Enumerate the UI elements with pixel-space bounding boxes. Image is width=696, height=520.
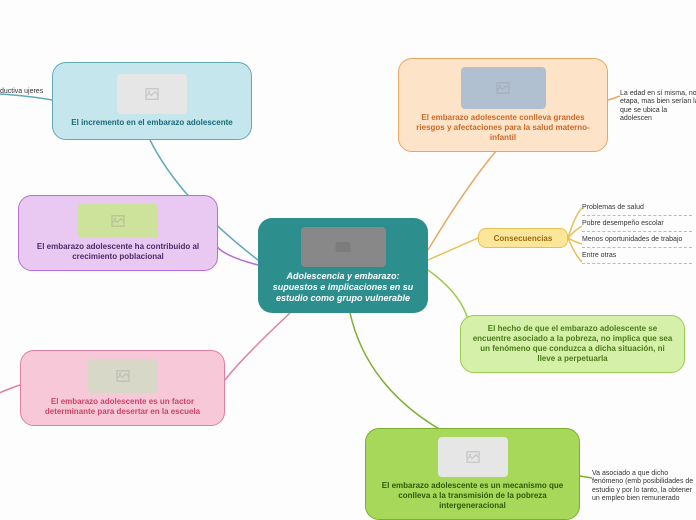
- side-text-right-top: La edad en sí misma, no etapa, mas bien …: [620, 90, 696, 124]
- central-image: [301, 227, 386, 267]
- branch-n1-image: [117, 74, 187, 114]
- branch-n1[interactable]: El incremento en el embarazo adolescente: [52, 62, 252, 140]
- central-node[interactable]: Adolescencia y embarazo: supuestos e imp…: [258, 218, 428, 313]
- branch-n3[interactable]: El embarazo adolescente es un factor det…: [20, 350, 225, 426]
- branch-n6[interactable]: El embarazo adolescente es un mecanismo …: [365, 428, 580, 520]
- branch-n4-image: [461, 67, 546, 109]
- central-text: Adolescencia y embarazo: supuestos e imp…: [268, 271, 418, 305]
- branch-n4-text: El embarazo adolescente conlleva grandes…: [409, 113, 597, 143]
- side-text-left: ductiva ujeres: [0, 88, 43, 96]
- consequences-list: Problemas de saludPobre desempeño escola…: [582, 200, 692, 264]
- branch-n6-image: [438, 437, 508, 477]
- branch-n2-text: El embarazo adolescente ha contribuido a…: [29, 242, 207, 262]
- consequences-node[interactable]: Consecuencias: [478, 228, 568, 248]
- consequence-item: Problemas de salud: [582, 200, 692, 216]
- branch-n2-image: [78, 204, 158, 238]
- branch-n3-text: El embarazo adolescente es un factor det…: [31, 397, 214, 417]
- branch-n2[interactable]: El embarazo adolescente ha contribuido a…: [18, 195, 218, 271]
- branch-n5[interactable]: El hecho de que el embarazo adolescente …: [460, 315, 685, 373]
- branch-n1-text: El incremento en el embarazo adolescente: [71, 118, 232, 128]
- consequence-item: Entre otras: [582, 248, 692, 264]
- branch-n5-text: El hecho de que el embarazo adolescente …: [471, 324, 674, 364]
- side-text-right-bottom: Va asociado a que dicho fenómeno (emb po…: [592, 470, 696, 504]
- consequence-item: Pobre desempeño escolar: [582, 216, 692, 232]
- branch-n4[interactable]: El embarazo adolescente conlleva grandes…: [398, 58, 608, 152]
- branch-n6-text: El embarazo adolescente es un mecanismo …: [376, 481, 569, 511]
- consequence-item: Menos oportunidades de trabajo: [582, 232, 692, 248]
- consequences-label: Consecuencias: [494, 234, 553, 243]
- branch-n3-image: [88, 359, 158, 393]
